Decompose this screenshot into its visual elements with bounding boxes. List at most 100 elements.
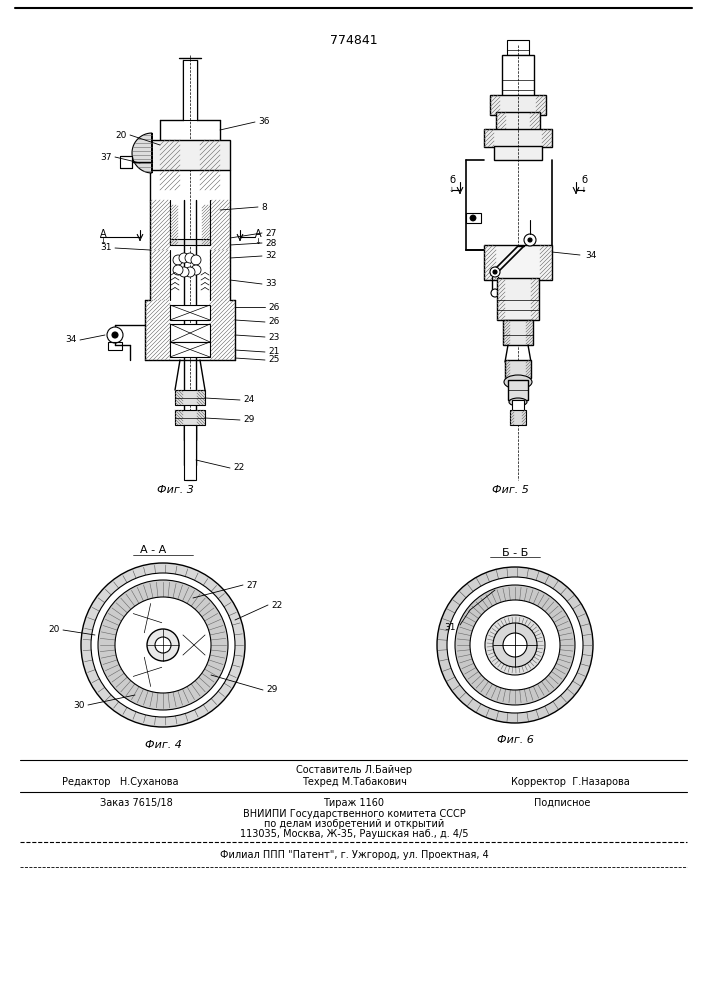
Bar xyxy=(160,140,180,190)
Circle shape xyxy=(524,234,536,246)
Circle shape xyxy=(447,577,583,713)
Bar xyxy=(120,156,132,168)
Text: 25: 25 xyxy=(268,356,279,364)
Bar xyxy=(536,95,546,115)
Text: Заказ 7615/18: Заказ 7615/18 xyxy=(100,798,173,808)
Circle shape xyxy=(493,623,537,667)
Bar xyxy=(531,278,539,320)
Bar xyxy=(210,300,235,360)
Text: 30: 30 xyxy=(74,700,85,710)
Text: Фиг. 6: Фиг. 6 xyxy=(496,735,534,745)
Text: ↓: ↓ xyxy=(449,187,455,193)
Text: А: А xyxy=(100,229,106,239)
Circle shape xyxy=(503,633,527,657)
Circle shape xyxy=(191,255,201,265)
Bar xyxy=(175,390,183,405)
Circle shape xyxy=(185,253,195,263)
Text: А: А xyxy=(255,229,262,239)
Bar xyxy=(170,305,210,320)
Text: 33: 33 xyxy=(265,279,276,288)
Bar xyxy=(526,360,531,378)
Bar xyxy=(505,360,510,378)
Text: 31: 31 xyxy=(100,243,112,252)
Text: 29: 29 xyxy=(243,416,255,424)
Text: ВНИИПИ Государственного комитета СССР: ВНИИПИ Государственного комитета СССР xyxy=(243,809,465,819)
Bar xyxy=(522,410,526,425)
Circle shape xyxy=(455,585,575,705)
Bar xyxy=(197,390,205,405)
Text: Составитель Л.Байчер: Составитель Л.Байчер xyxy=(296,765,412,775)
Text: 37: 37 xyxy=(100,152,112,161)
Text: 24: 24 xyxy=(243,395,255,404)
Text: Редактор   Н.Суханова: Редактор Н.Суханова xyxy=(62,777,178,787)
Text: 36: 36 xyxy=(258,117,269,126)
Bar xyxy=(497,278,505,320)
Text: б: б xyxy=(449,175,455,185)
Bar xyxy=(150,250,170,300)
Circle shape xyxy=(115,597,211,693)
Text: ↓: ↓ xyxy=(255,237,262,246)
Bar xyxy=(184,425,196,480)
Bar xyxy=(507,40,529,55)
Circle shape xyxy=(528,238,532,242)
Circle shape xyxy=(491,289,499,297)
Text: Подписное: Подписное xyxy=(534,798,590,808)
Text: Фиг. 5: Фиг. 5 xyxy=(491,485,528,495)
Bar xyxy=(170,342,210,357)
Text: А - А: А - А xyxy=(140,545,166,555)
Bar xyxy=(484,129,552,147)
Text: Корректор  Г.Назарова: Корректор Г.Назарова xyxy=(510,777,629,787)
Bar xyxy=(512,400,524,412)
Text: ↓: ↓ xyxy=(100,237,107,246)
Bar xyxy=(108,342,122,350)
Polygon shape xyxy=(134,657,162,686)
Circle shape xyxy=(179,267,189,277)
Bar xyxy=(175,410,183,425)
Circle shape xyxy=(112,332,118,338)
Text: 27: 27 xyxy=(246,580,257,589)
Bar xyxy=(202,205,210,245)
Polygon shape xyxy=(183,635,205,655)
Text: 29: 29 xyxy=(266,686,277,694)
Text: 22: 22 xyxy=(233,464,244,473)
Bar xyxy=(526,320,533,345)
Circle shape xyxy=(147,629,179,661)
Circle shape xyxy=(91,573,235,717)
Bar xyxy=(210,200,230,250)
Bar xyxy=(145,300,170,360)
Circle shape xyxy=(470,600,560,690)
Circle shape xyxy=(191,265,201,275)
Text: 32: 32 xyxy=(265,251,276,260)
Text: 113035, Москва, Ж-35, Раушская наб., д. 4/5: 113035, Москва, Ж-35, Раушская наб., д. … xyxy=(240,829,468,839)
Polygon shape xyxy=(132,133,152,173)
Circle shape xyxy=(179,253,189,263)
Text: 28: 28 xyxy=(265,238,276,247)
Text: Филиал ППП "Патент", г. Ужгород, ул. Проектная, 4: Филиал ППП "Патент", г. Ужгород, ул. Про… xyxy=(220,850,489,860)
Bar xyxy=(175,410,205,425)
Bar xyxy=(170,239,210,245)
Ellipse shape xyxy=(504,375,532,389)
Circle shape xyxy=(185,267,195,277)
Bar xyxy=(542,129,552,147)
Bar xyxy=(170,324,210,342)
Text: по делам изобретений и открытий: по делам изобретений и открытий xyxy=(264,819,444,829)
Circle shape xyxy=(485,615,545,675)
Polygon shape xyxy=(134,604,162,633)
Bar xyxy=(210,250,230,300)
Text: Фиг. 3: Фиг. 3 xyxy=(156,485,194,495)
Text: 20: 20 xyxy=(49,626,60,635)
Bar xyxy=(510,410,514,425)
Circle shape xyxy=(437,567,593,723)
Text: б: б xyxy=(581,175,587,185)
Bar xyxy=(540,245,552,280)
Bar xyxy=(484,129,494,147)
Text: 22: 22 xyxy=(271,600,282,609)
Bar xyxy=(505,360,531,378)
Text: 34: 34 xyxy=(66,336,77,344)
Text: Техред М.Табакович: Техред М.Табакович xyxy=(302,777,407,787)
Text: 31: 31 xyxy=(444,624,456,633)
Bar xyxy=(490,95,500,115)
Circle shape xyxy=(173,265,183,275)
Bar xyxy=(170,205,178,245)
Bar xyxy=(490,95,546,115)
